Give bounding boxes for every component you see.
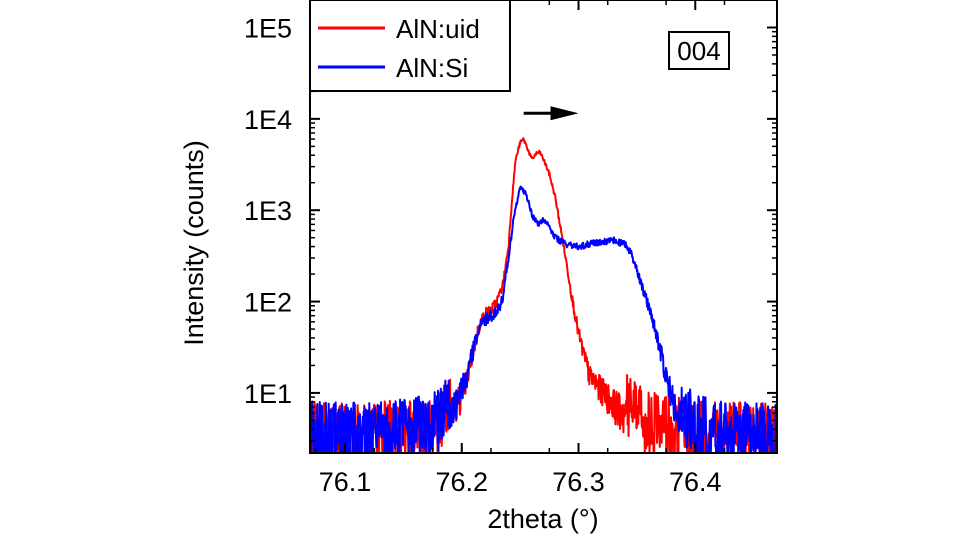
reflection-label: 004 xyxy=(668,31,730,70)
plot-frame xyxy=(309,0,778,454)
legend-label-aln-si: AlN:Si xyxy=(396,53,468,83)
series-line-aln-si xyxy=(310,185,777,453)
x-tick-label: 76.3 xyxy=(552,467,605,497)
tick-label-layer: 76.1 76.2 76.3 76.4 1E1 1E2 1E3 1E4 1E5 xyxy=(244,14,722,497)
y-axis-title: Intensity (counts) xyxy=(179,140,209,346)
legend-box xyxy=(309,0,511,92)
x-tick-label: 76.2 xyxy=(435,467,488,497)
reflection-label-box xyxy=(668,31,730,70)
y-tick-label: 1E4 xyxy=(244,105,292,135)
x-tick-label: 76.4 xyxy=(669,467,722,497)
y-tick-label: 1E1 xyxy=(244,379,292,409)
legend: AlN:uid AlN:Si xyxy=(309,0,511,92)
x-tick-label: 76.1 xyxy=(319,467,372,497)
arrow-head xyxy=(550,106,579,121)
series-layer xyxy=(310,137,777,453)
shift-arrow xyxy=(523,106,579,121)
y-tick-label: 1E2 xyxy=(244,288,292,318)
reflection-label-text: 004 xyxy=(677,36,720,66)
x-axis-title: 2theta (°) xyxy=(487,504,598,534)
y-tick-label: 1E5 xyxy=(244,14,292,44)
y-tick-label: 1E3 xyxy=(244,196,292,226)
legend-label-aln-uid: AlN:uid xyxy=(396,14,480,44)
